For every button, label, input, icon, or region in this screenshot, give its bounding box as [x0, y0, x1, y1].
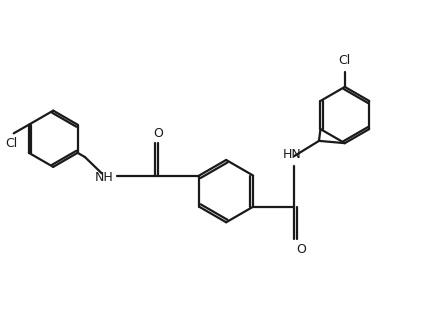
Text: NH: NH: [95, 171, 113, 184]
Text: O: O: [153, 127, 163, 140]
Text: O: O: [296, 243, 306, 256]
Text: Cl: Cl: [338, 54, 350, 67]
Text: Cl: Cl: [5, 137, 18, 150]
Text: HN: HN: [282, 148, 301, 161]
